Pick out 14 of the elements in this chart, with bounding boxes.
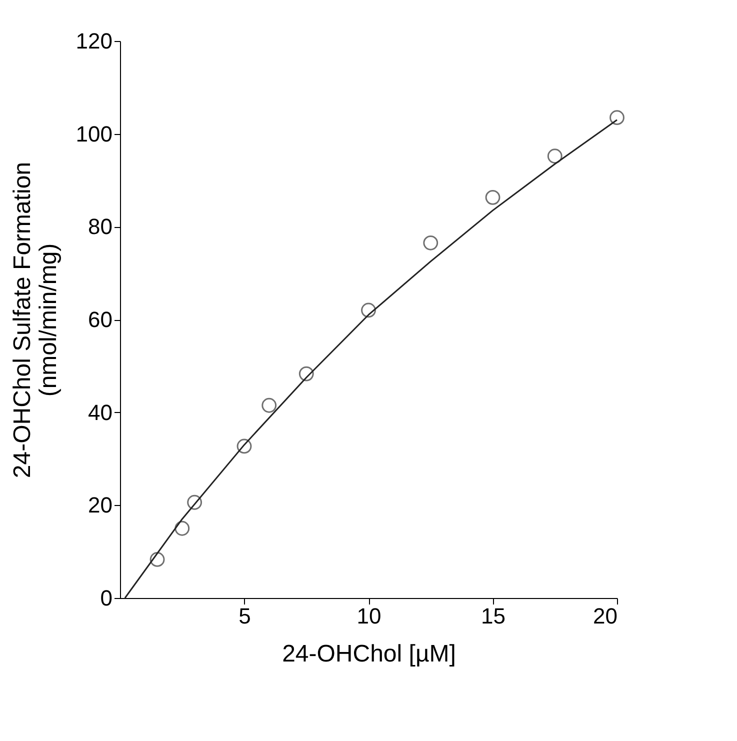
y-tick-label: 120 xyxy=(76,28,112,54)
y-tick-label: 20 xyxy=(88,492,112,518)
x-tick-label: 5 xyxy=(238,604,251,628)
x-tick-label: 15 xyxy=(481,604,506,628)
y-axis-title: 24-OHChol Sulfate Formation (nmol/min/mg) xyxy=(8,162,62,478)
y-tick-label: 100 xyxy=(76,121,112,146)
y-tick-label: 0 xyxy=(100,586,112,610)
x-tick-label: 20 xyxy=(593,604,618,628)
x-axis-title: 24-OHChol [µM] xyxy=(282,640,456,668)
y-tick-label: 40 xyxy=(88,400,112,425)
y-tick-label: 80 xyxy=(88,214,112,240)
x-tick-label: 10 xyxy=(356,604,382,628)
y-tick-label: 60 xyxy=(88,307,112,332)
line-series xyxy=(124,119,618,599)
